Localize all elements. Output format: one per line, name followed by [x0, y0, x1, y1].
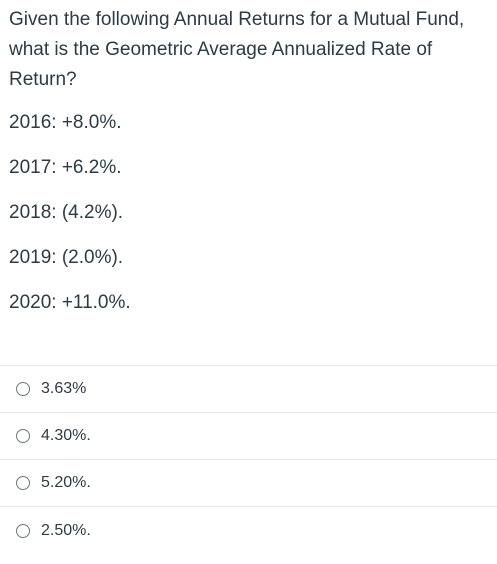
radio-button[interactable]: [16, 523, 30, 538]
question-text: Given the following Annual Returns for a…: [9, 5, 491, 95]
answer-option[interactable]: 4.30%.: [0, 413, 497, 460]
return-2018: 2018: (4.2%).: [9, 202, 124, 223]
return-2016: 2016: +8.0%.: [9, 112, 122, 133]
radio-button[interactable]: [16, 382, 30, 396]
radio-button[interactable]: [16, 476, 30, 490]
return-2020: 2020: +11.0%.: [9, 292, 131, 313]
answer-label[interactable]: 3.63%: [41, 380, 87, 397]
answer-option[interactable]: 2.50%.: [0, 507, 497, 554]
return-2017: 2017: +6.2%.: [9, 157, 122, 178]
question-line: Given the following Annual Returns for a…: [9, 9, 465, 30]
answer-option[interactable]: 3.63%: [0, 366, 497, 413]
return-2019: 2019: (2.0%).: [9, 247, 124, 268]
answer-options: 3.63% 4.30%. 5.20%. 2.50%.: [0, 365, 497, 554]
answer-option[interactable]: 5.20%.: [0, 460, 497, 507]
question-block: Given the following Annual Returns for a…: [9, 5, 491, 336]
question-line: what is the Geometric Average Annualized…: [9, 39, 433, 60]
answer-label[interactable]: 5.20%.: [41, 474, 91, 491]
annual-returns-list: 2016: +8.0%. 2017: +6.2%. 2018: (4.2%). …: [9, 111, 491, 336]
question-line: Return?: [9, 69, 77, 90]
answer-label[interactable]: 4.30%.: [41, 427, 91, 444]
radio-button[interactable]: [16, 429, 30, 443]
answer-label[interactable]: 2.50%.: [41, 521, 91, 539]
